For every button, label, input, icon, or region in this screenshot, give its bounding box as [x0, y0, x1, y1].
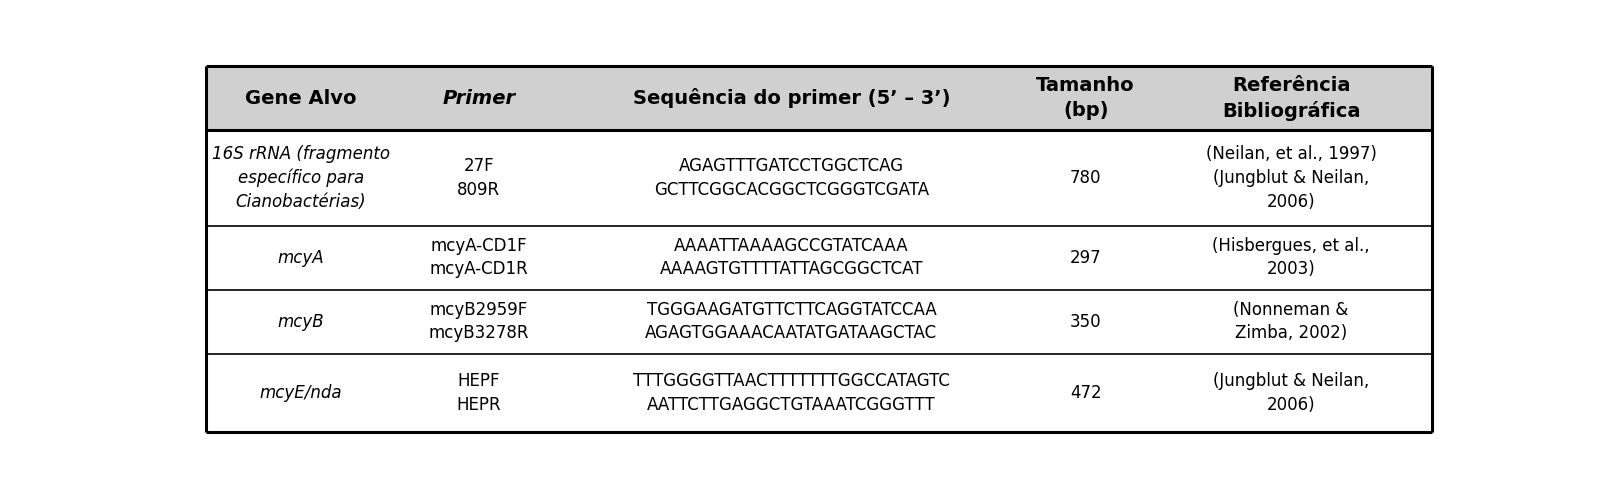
Text: (Jungblut & Neilan,
2006): (Jungblut & Neilan, 2006): [1213, 372, 1369, 414]
Text: mcyA-CD1F
mcyA-CD1R: mcyA-CD1F mcyA-CD1R: [430, 237, 527, 278]
Text: 16S rRNA (fragmento
específico para
Cianobactérias): 16S rRNA (fragmento específico para Cian…: [213, 145, 390, 211]
Text: mcyE/nda: mcyE/nda: [259, 384, 342, 402]
Text: Gene Alvo: Gene Alvo: [244, 89, 356, 108]
Text: (Hisbergues, et al.,
2003): (Hisbergues, et al., 2003): [1213, 237, 1369, 278]
Text: (Nonneman &
Zimba, 2002): (Nonneman & Zimba, 2002): [1234, 301, 1349, 343]
Text: mcyB2959F
mcyB3278R: mcyB2959F mcyB3278R: [428, 301, 529, 343]
Text: TTTGGGGTTAACTTTTTTTGGCCATAGTC
AATTCTTGAGGCTGTAAATCGGGTTT: TTTGGGGTTAACTTTTTTTGGCCATAGTC AATTCTTGAG…: [633, 372, 949, 414]
Text: AAAATTAAAAGCCGTATCAAA
AAAAGTGTTTTATTAGCGGCTCAT: AAAATTAAAAGCCGTATCAAA AAAAGTGTTTTATTAGCG…: [660, 237, 924, 278]
Bar: [206, 130, 1432, 225]
Text: 297: 297: [1069, 248, 1101, 267]
Text: 780: 780: [1071, 169, 1101, 187]
Text: 27F
809R: 27F 809R: [457, 157, 500, 199]
Text: HEPF
HEPR: HEPF HEPR: [457, 372, 502, 414]
Text: Tamanho
(bp): Tamanho (bp): [1037, 76, 1135, 121]
Text: Primer: Primer: [443, 89, 515, 108]
Text: Referência
Bibliográfica: Referência Bibliográfica: [1222, 75, 1360, 121]
Bar: [206, 290, 1432, 354]
Text: mcyA: mcyA: [278, 248, 324, 267]
Bar: [206, 66, 1432, 130]
Bar: [206, 225, 1432, 290]
Text: 350: 350: [1069, 313, 1101, 331]
Text: AGAGTTTGATCCTGGCTCAG
GCTTCGGCACGGCTCGGGTCGATA: AGAGTTTGATCCTGGCTCAG GCTTCGGCACGGCTCGGGT…: [654, 157, 928, 199]
Text: TGGGAAGATGTTCTTCAGGTATCCAA
AGAGTGGAAACAATATGATAAGCTAC: TGGGAAGATGTTCTTCAGGTATCCAA AGAGTGGAAACAA…: [646, 301, 938, 343]
Bar: [206, 354, 1432, 432]
Text: mcyB: mcyB: [278, 313, 324, 331]
Text: (Neilan, et al., 1997)
(Jungblut & Neilan,
2006): (Neilan, et al., 1997) (Jungblut & Neila…: [1205, 146, 1376, 211]
Text: Sequência do primer (5’ – 3’): Sequência do primer (5’ – 3’): [633, 88, 951, 108]
Text: 472: 472: [1069, 384, 1101, 402]
